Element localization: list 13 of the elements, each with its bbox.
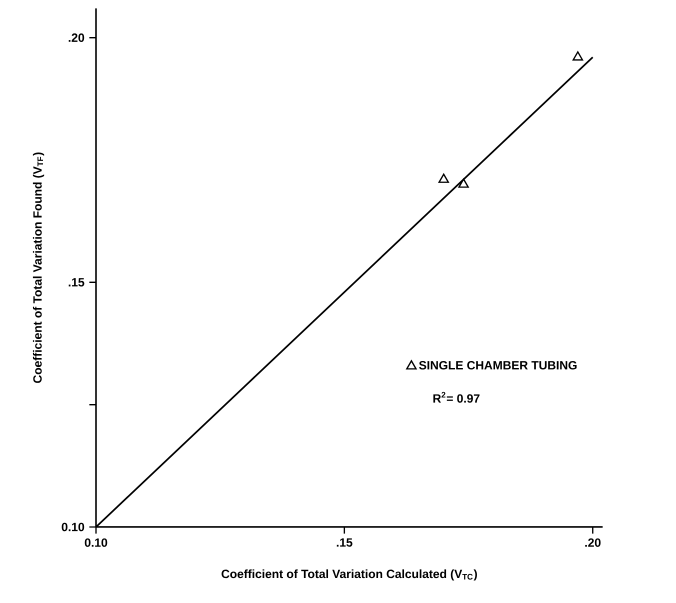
point [438,174,449,183]
legend-label: SINGLE CHAMBER TUBING [419,361,577,370]
annotation: R$^{2}$= 0.97 [433,392,480,403]
x-tick-label: 0.10 [84,538,108,547]
x-tick-label: .15 [336,538,352,547]
point [458,178,469,188]
y-axis-title: Coefficient of Total Variation Found (V$_{TF}$) [32,152,44,383]
y-tick-label: 0.10 [62,522,84,532]
y-tick-label: .15 [68,278,84,287]
x-tick-label: .20 [585,538,601,547]
y-tick-label: .20 [68,33,84,42]
x-axis-title: Coefficient of Total Variation Calculated (V$_{TC}$) [222,569,477,581]
point [572,51,584,61]
